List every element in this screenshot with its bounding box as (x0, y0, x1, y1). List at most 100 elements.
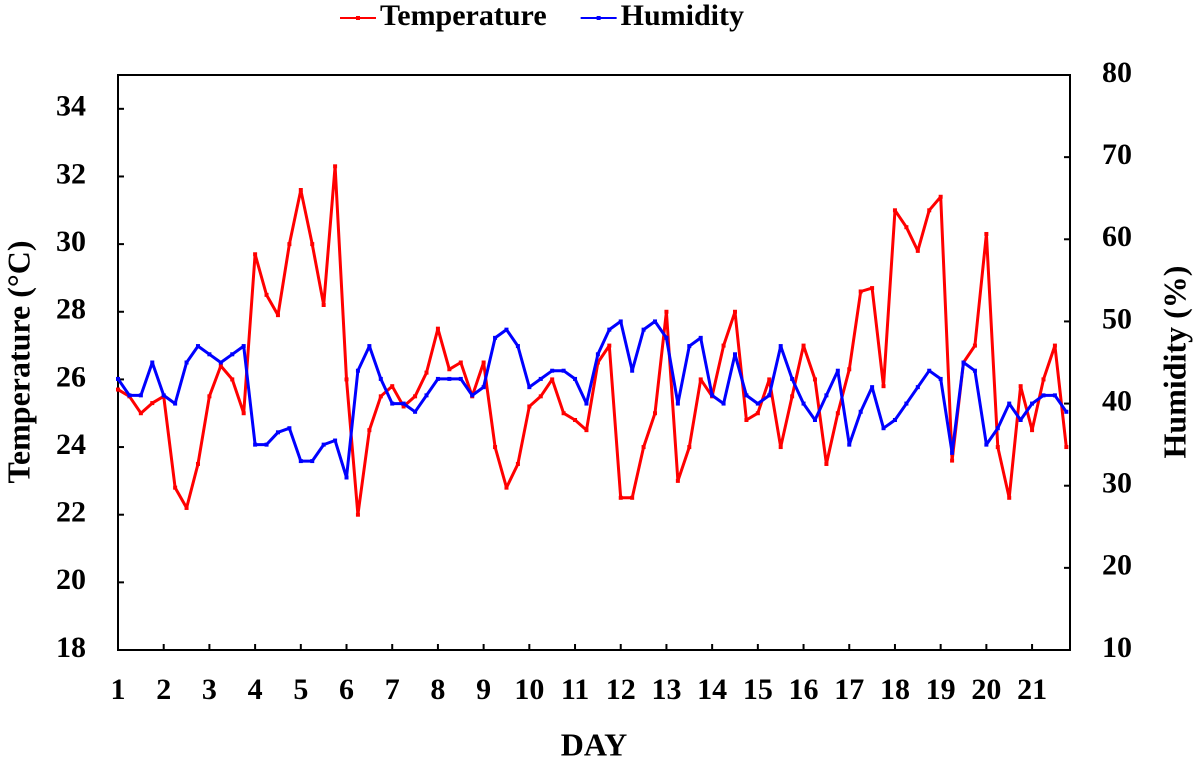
point-marker (413, 409, 418, 414)
point-marker (710, 393, 715, 398)
x-tick-label: 19 (926, 673, 956, 706)
point-marker (675, 401, 680, 406)
point-marker (367, 428, 372, 433)
point-marker (790, 376, 795, 381)
y-tick-label: 26 (56, 360, 86, 393)
point-marker (595, 360, 600, 365)
x-tick-label: 1 (111, 673, 126, 706)
point-marker (812, 418, 817, 422)
point-marker (790, 394, 795, 399)
point-marker (435, 376, 440, 381)
y-tick-label: 34 (56, 90, 86, 123)
point-marker (755, 411, 760, 416)
plot-frame (117, 74, 1071, 651)
point-marker (870, 286, 875, 291)
point-marker (630, 368, 635, 373)
point-marker (344, 475, 349, 480)
point-marker (870, 385, 875, 390)
point-marker (390, 384, 395, 389)
point-marker (618, 319, 623, 324)
point-marker (298, 459, 303, 464)
point-marker (995, 426, 1000, 431)
point-marker (390, 401, 395, 406)
point-marker (664, 309, 669, 314)
point-marker (355, 368, 360, 373)
point-marker (127, 393, 132, 398)
point-marker (858, 409, 863, 414)
point-marker (630, 495, 635, 500)
point-marker (607, 343, 612, 348)
point-marker (218, 363, 223, 368)
y2-tick-label: 80 (1102, 56, 1132, 89)
point-marker (972, 343, 977, 348)
point-marker (447, 367, 452, 372)
point-marker (984, 231, 989, 236)
series-line (116, 319, 1068, 479)
point-marker (1064, 409, 1069, 414)
point-marker (1018, 418, 1023, 422)
x-tick-label: 3 (202, 673, 217, 706)
point-marker (253, 442, 258, 447)
point-marker (721, 401, 726, 406)
point-marker (173, 485, 178, 490)
point-marker (995, 445, 1000, 450)
point-marker (310, 242, 315, 247)
point-marker (504, 485, 509, 490)
x-tick-label: 6 (339, 673, 354, 706)
x-tick-label: 12 (606, 673, 636, 706)
point-marker (847, 367, 852, 372)
point-marker (458, 376, 463, 381)
point-marker (527, 385, 532, 390)
point-marker (1018, 384, 1023, 389)
point-marker (653, 411, 658, 416)
point-marker (1041, 377, 1046, 382)
point-marker (824, 461, 829, 466)
x-tick-label: 2 (156, 673, 171, 706)
point-marker (927, 368, 932, 373)
point-marker (150, 401, 155, 406)
point-marker (538, 394, 543, 399)
point-marker (835, 411, 840, 416)
y2-tick-label: 40 (1102, 384, 1132, 417)
point-marker (538, 376, 543, 381)
point-marker (892, 418, 897, 422)
point-marker (904, 225, 909, 230)
point-marker (584, 428, 589, 433)
y2-tick-label: 50 (1102, 302, 1132, 335)
point-marker (1007, 401, 1012, 406)
x-tick-label: 15 (743, 673, 773, 706)
point-marker (298, 188, 303, 192)
point-marker (961, 360, 966, 365)
point-marker (470, 393, 475, 398)
y-tick-label: 22 (56, 496, 86, 529)
x-axis-title: DAY (561, 726, 627, 762)
point-marker (264, 292, 269, 297)
point-marker (515, 344, 520, 349)
point-marker (687, 344, 692, 349)
point-marker (401, 401, 406, 406)
point-marker (915, 248, 920, 253)
point-marker (858, 289, 863, 294)
point-marker (138, 411, 143, 416)
x-tick-label: 7 (385, 673, 400, 706)
point-marker (732, 309, 737, 314)
x-tick-label: 4 (248, 673, 263, 706)
point-marker (173, 401, 178, 406)
point-marker (950, 458, 955, 463)
point-marker (653, 319, 658, 324)
point-marker (527, 404, 532, 409)
point-marker (618, 495, 623, 500)
point-marker (458, 360, 463, 365)
point-marker (927, 208, 932, 213)
point-marker (641, 445, 646, 450)
point-marker (344, 377, 349, 382)
point-marker (504, 327, 509, 332)
point-marker (778, 445, 783, 450)
point-marker (744, 393, 749, 398)
point-marker (493, 335, 498, 340)
y-axis-title: Temperature (°C) (0, 241, 36, 484)
point-marker (687, 445, 692, 450)
point-marker (310, 459, 315, 464)
point-marker (881, 426, 886, 431)
